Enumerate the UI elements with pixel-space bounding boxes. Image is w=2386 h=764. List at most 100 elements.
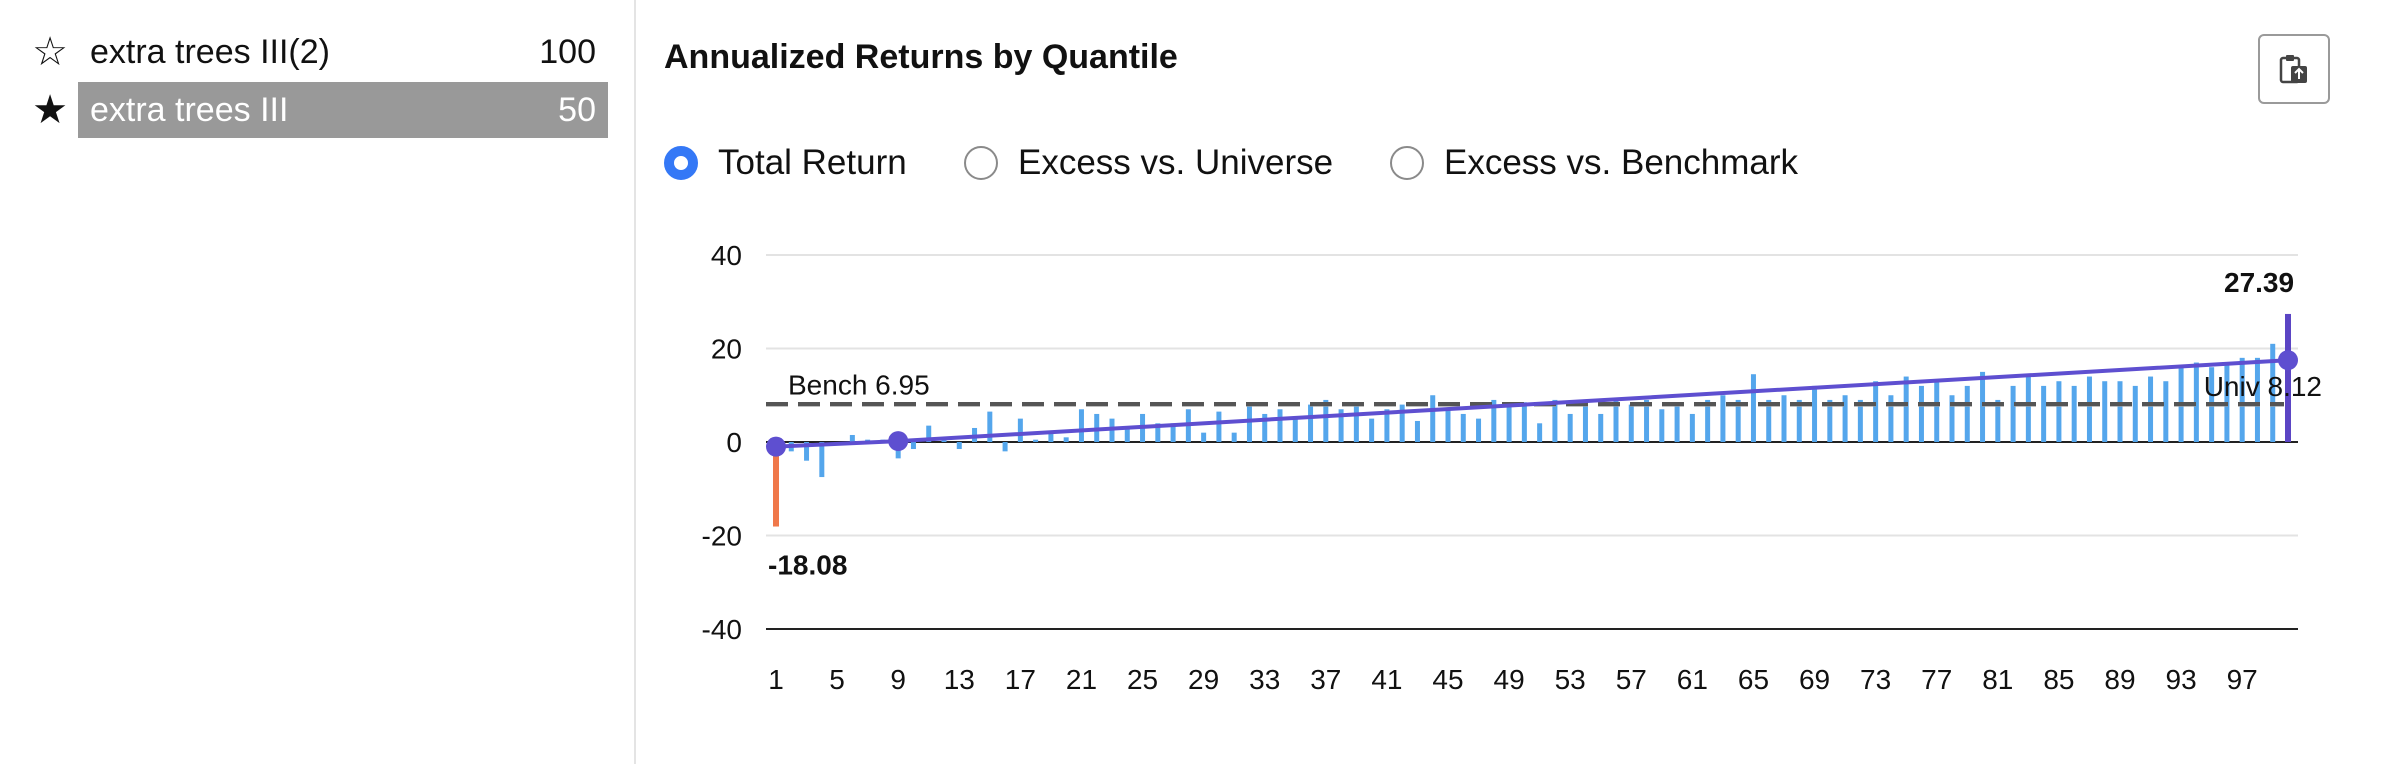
radio-label[interactable]: Excess vs. Universe: [1018, 143, 1334, 182]
x-tick-label: 97: [2227, 664, 2258, 695]
bar: [2041, 385, 2047, 442]
x-tick-label: 69: [1799, 664, 1830, 695]
strategy-sidebar: ☆ extra trees III(2) 100 ★ extra trees I…: [0, 0, 636, 764]
bar: [1918, 385, 1924, 442]
max-value-label: 27.39: [2224, 267, 2294, 298]
y-tick-label: -40: [702, 614, 742, 645]
bar: [2193, 362, 2199, 442]
list-item-label: extra trees III(2): [90, 33, 330, 71]
bar: [1903, 376, 1909, 442]
list-item-count: 100: [539, 33, 596, 71]
radio-button[interactable]: [1390, 146, 1424, 180]
list-item-label: extra trees III: [90, 91, 289, 129]
benchmark-label: Bench 6.95: [788, 370, 930, 401]
star-filled-icon[interactable]: ★: [32, 88, 68, 132]
bar: [1781, 395, 1787, 442]
bar: [1750, 374, 1756, 442]
x-tick-label: 85: [2043, 664, 2074, 695]
bar: [1491, 399, 1497, 442]
list-item-row-selected[interactable]: extra trees III 50: [78, 82, 608, 138]
list-item-row[interactable]: extra trees III(2) 100: [78, 24, 608, 80]
list-item[interactable]: ☆ extra trees III(2) 100: [28, 24, 608, 80]
bar: [1689, 413, 1695, 442]
radio-label[interactable]: Excess vs. Benchmark: [1444, 143, 1798, 182]
bar: [2132, 385, 2138, 442]
bar: [1430, 395, 1436, 442]
radio-button[interactable]: [964, 146, 998, 180]
bar: [849, 434, 855, 442]
bar: [1842, 395, 1848, 442]
radio-label[interactable]: Total Return: [718, 143, 907, 182]
bar: [2285, 313, 2291, 442]
list-item[interactable]: ★ extra trees III 50: [28, 82, 608, 138]
bar: [1674, 404, 1680, 442]
list-item-count: 50: [558, 91, 596, 129]
bar: [1124, 427, 1130, 442]
radio-button[interactable]: [664, 146, 698, 180]
x-tick-label: 49: [1494, 664, 1525, 695]
y-tick-label: 20: [711, 334, 742, 365]
bar: [1567, 413, 1573, 442]
bar: [1262, 413, 1268, 442]
trend-point: [766, 436, 786, 457]
bar: [2102, 381, 2108, 442]
bar: [1048, 432, 1054, 442]
bar: [1613, 399, 1619, 442]
x-tick-label: 57: [1616, 664, 1647, 695]
bar: [819, 442, 825, 478]
bar: [2148, 376, 2154, 442]
y-tick-label: 0: [726, 427, 742, 458]
bar: [987, 411, 993, 442]
x-tick-label: 37: [1310, 664, 1341, 695]
bar: [1949, 395, 1955, 442]
bar: [1720, 395, 1726, 442]
bar: [1078, 409, 1084, 442]
bar: [1812, 385, 1818, 442]
trend-point: [2278, 350, 2298, 371]
bar: [1582, 404, 1588, 442]
bar: [1414, 420, 1420, 442]
radio-total-return[interactable]: Total Return: [664, 138, 907, 188]
radio-excess-benchmark[interactable]: Excess vs. Benchmark: [1390, 138, 1798, 188]
x-tick-label: 29: [1188, 664, 1219, 695]
bar: [1796, 399, 1802, 442]
bar: [1628, 404, 1634, 442]
star-outline-icon[interactable]: ☆: [32, 30, 68, 74]
x-tick-label: 89: [2104, 664, 2135, 695]
y-tick-label: -20: [702, 521, 742, 552]
panel-title: Annualized Returns by Quantile: [664, 38, 1178, 76]
bar: [1888, 395, 1894, 442]
bar: [1353, 404, 1359, 442]
bar: [1246, 404, 1252, 442]
radio-excess-universe[interactable]: Excess vs. Universe: [964, 138, 1333, 188]
bar: [2163, 381, 2169, 442]
bar: [1857, 399, 1863, 442]
x-tick-label: 21: [1066, 664, 1097, 695]
universe-label: Univ 8.12: [2204, 371, 2322, 402]
bar: [1338, 409, 1344, 442]
bar: [2254, 357, 2260, 442]
bar: [804, 442, 810, 461]
x-tick-label: 93: [2166, 664, 2197, 695]
copy-button[interactable]: [2258, 34, 2330, 104]
bar: [2239, 357, 2245, 442]
bar: [1644, 399, 1650, 442]
bar: [2010, 385, 2016, 442]
x-tick-label: 73: [1860, 664, 1891, 695]
bar: [1659, 409, 1665, 442]
bar: [2270, 343, 2276, 442]
x-tick-label: 1: [768, 664, 784, 695]
trend-point: [888, 431, 909, 452]
x-tick-label: 45: [1432, 664, 1463, 695]
bar: [1017, 418, 1023, 442]
bar: [2117, 381, 2123, 442]
bar: [1201, 432, 1207, 442]
bar: [1460, 413, 1466, 442]
bar: [1155, 423, 1161, 442]
bar: [1506, 404, 1512, 442]
bar: [1766, 399, 1772, 442]
bar: [1216, 411, 1222, 442]
x-tick-label: 65: [1738, 664, 1769, 695]
bar: [956, 442, 962, 450]
bar: [1934, 381, 1940, 442]
